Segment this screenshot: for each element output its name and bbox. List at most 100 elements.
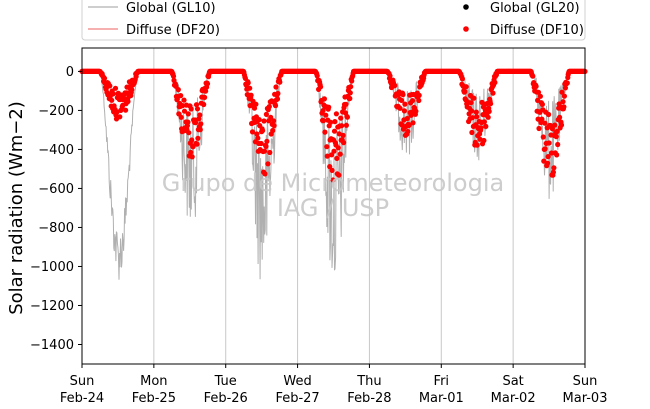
y-tick-label-1: −200 — [38, 104, 74, 119]
diffuse-point-511 — [324, 144, 330, 150]
x-tick-date-0: Feb-24 — [60, 391, 104, 406]
diffuse-point-347 — [245, 80, 251, 86]
diffuse-point-674 — [402, 101, 408, 107]
diffuse-point-537 — [336, 131, 342, 137]
diffuse-point-961 — [539, 101, 546, 107]
diffuse-df10-series — [79, 68, 588, 183]
vertical-gridlines — [153, 48, 514, 364]
x-tick-day-7: Sun — [573, 374, 598, 389]
diffuse-point-413 — [277, 79, 283, 85]
diffuse-point-1006 — [561, 104, 567, 110]
diffuse-point-382 — [262, 171, 268, 177]
diffuse-point-551 — [343, 101, 349, 107]
diffuse-point-191 — [170, 73, 177, 79]
diffuse-point-254 — [201, 101, 207, 108]
diffuse-point-813 — [468, 108, 475, 114]
diffuse-point-363 — [253, 101, 259, 107]
diffuse-point-392 — [267, 149, 273, 156]
diffuse-point-812 — [468, 100, 474, 106]
diffuse-point-47 — [101, 75, 108, 81]
diffuse-point-214 — [181, 108, 188, 114]
diffuse-point-563 — [349, 78, 355, 84]
diffuse-point-241 — [194, 106, 201, 112]
x-tick-day-4: Thu — [356, 374, 381, 389]
diffuse-point-985 — [551, 165, 557, 171]
diffuse-point-1002 — [559, 89, 565, 95]
diffuse-point-381 — [261, 148, 268, 154]
diffuse-point-823 — [473, 109, 479, 115]
diffuse-point-400 — [271, 118, 277, 124]
diffuse-point-507 — [322, 129, 328, 135]
diffuse-point-667 — [398, 97, 405, 103]
diffuse-point-972 — [545, 160, 551, 166]
diffuse-point-815 — [469, 115, 475, 121]
diffuse-point-833 — [478, 125, 484, 131]
diffuse-point-848 — [485, 114, 491, 120]
x-tick-day-1: Mon — [140, 374, 167, 389]
diffuse-point-843 — [483, 123, 489, 129]
diffuse-point-545 — [340, 132, 346, 138]
diffuse-point-536 — [336, 172, 342, 178]
diffuse-point-992 — [554, 128, 560, 134]
diffuse-point-679 — [404, 115, 410, 122]
diffuse-point-223 — [186, 130, 192, 136]
diffuse-point-380 — [261, 118, 267, 124]
diffuse-point-794 — [459, 76, 465, 82]
diffuse-point-993 — [555, 141, 561, 148]
diffuse-point-858 — [490, 90, 496, 96]
watermark: Grupo de Micrometeorologia IAG / USP — [162, 169, 504, 222]
diffuse-point-210 — [180, 103, 186, 109]
diffuse-point-242 — [195, 135, 201, 141]
diffuse-point-405 — [273, 84, 279, 90]
diffuse-point-1004 — [560, 99, 566, 105]
diffuse-point-527 — [331, 128, 338, 134]
diffuse-point-398 — [270, 127, 276, 134]
diffuse-point-519 — [328, 119, 334, 125]
diffuse-point-941 — [530, 73, 536, 79]
diffuse-point-522 — [329, 167, 335, 173]
diffuse-point-680 — [405, 128, 411, 135]
diffuse-point-227 — [188, 149, 194, 155]
diffuse-point-206 — [178, 93, 184, 99]
diffuse-point-96 — [125, 98, 131, 105]
diffuse-point-964 — [541, 158, 547, 164]
y-tick-label-4: −800 — [38, 221, 74, 236]
diffuse-point-704 — [416, 92, 422, 98]
diffuse-point-987 — [552, 122, 558, 128]
diffuse-point-973 — [545, 154, 551, 160]
diffuse-point-703 — [416, 97, 422, 104]
x-tick-day-3: Wed — [283, 374, 311, 389]
y-tick-label-5: −1000 — [30, 260, 74, 275]
diffuse-point-367 — [255, 135, 261, 141]
diffuse-point-503 — [320, 108, 326, 114]
diffuse-point-853 — [488, 101, 494, 107]
x-tick-date-2: Feb-26 — [204, 391, 248, 406]
diffuse-point-850 — [486, 108, 492, 114]
diffuse-point-248 — [198, 121, 204, 127]
diffuse-point-70 — [112, 85, 119, 91]
diffuse-point-213 — [181, 97, 187, 103]
diffuse-point-1013 — [564, 80, 570, 86]
diffuse-point-539 — [337, 151, 343, 157]
x-tick-date-5: Mar-01 — [419, 391, 464, 406]
diffuse-point-408 — [274, 96, 281, 102]
diffuse-point-967 — [542, 146, 548, 152]
diffuse-point-244 — [196, 116, 202, 122]
diffuse-point-559 — [347, 95, 353, 102]
diffuse-point-391 — [266, 104, 272, 110]
x-tick-date-1: Feb-25 — [132, 391, 176, 406]
diffuse-point-350 — [247, 85, 253, 91]
diffuse-point-491 — [314, 73, 320, 79]
diffuse-point-498 — [318, 84, 324, 90]
diffuse-point-237 — [192, 120, 199, 126]
diffuse-point-388 — [265, 161, 271, 167]
diffuse-point-561 — [348, 84, 354, 90]
x-tick-day-0: Sun — [70, 374, 95, 389]
diffuse-point-58 — [107, 83, 113, 89]
y-tick-label-0: 0 — [66, 65, 74, 80]
diffuse-point-691 — [410, 120, 416, 126]
diffuse-point-862 — [492, 79, 498, 86]
diffuse-point-535 — [335, 145, 341, 151]
diffuse-point-365 — [254, 131, 260, 137]
y-axis-label: Solar radiation (Wm−2) — [6, 101, 27, 315]
